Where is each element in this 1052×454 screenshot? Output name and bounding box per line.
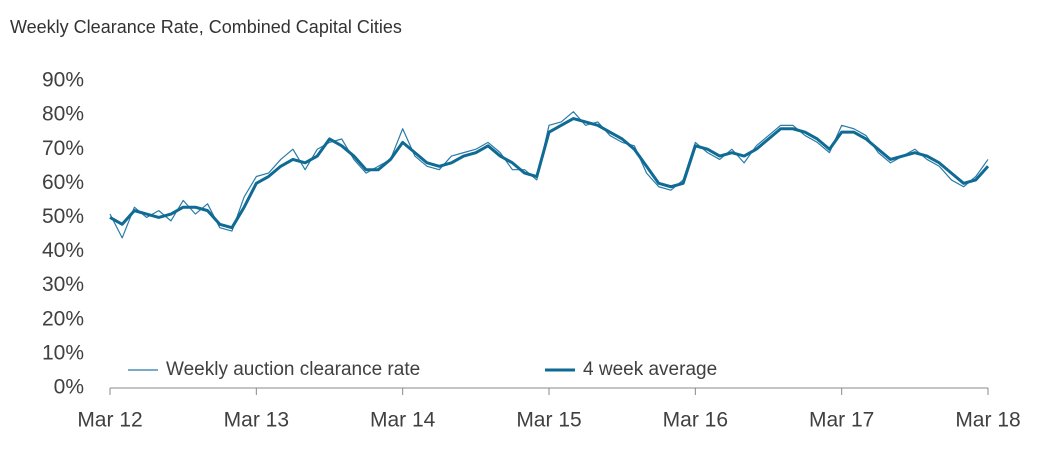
x-tick-label: Mar 16 (663, 409, 728, 432)
x-tick-label: Mar 13 (224, 409, 289, 432)
y-tick-label: 20% (42, 307, 84, 330)
y-tick-label: 10% (42, 341, 84, 364)
x-tick-label: Mar 18 (955, 409, 1020, 432)
y-tick-label: 40% (42, 239, 84, 262)
y-tick-label: 30% (42, 273, 84, 296)
x-tick-label: Mar 14 (370, 409, 436, 432)
x-tick-label: Mar 15 (516, 409, 581, 432)
y-tick-label: 50% (42, 205, 84, 228)
legend-label: Weekly auction clearance rate (166, 359, 420, 380)
y-tick-label: 0% (54, 376, 84, 399)
x-tick-label: Mar 17 (809, 409, 874, 432)
series-line (109, 111, 989, 239)
series-line (109, 117, 990, 230)
legend-label: 4 week average (583, 359, 717, 380)
y-tick-label: 70% (42, 137, 84, 160)
x-tick-label: Mar 12 (77, 409, 142, 432)
y-tick-label: 90% (42, 69, 84, 92)
y-tick-label: 60% (42, 171, 84, 194)
y-tick-label: 80% (42, 103, 84, 126)
chart-title: Weekly Clearance Rate, Combined Capital … (10, 17, 402, 37)
